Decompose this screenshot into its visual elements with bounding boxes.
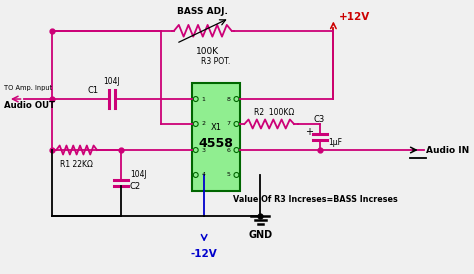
Text: +12V: +12V (339, 12, 370, 22)
Text: 5: 5 (227, 172, 231, 178)
Text: R3 POT.: R3 POT. (201, 57, 231, 66)
Text: R2  100KΩ: R2 100KΩ (254, 108, 294, 117)
Text: GND: GND (248, 230, 273, 240)
Text: 1μF: 1μF (328, 138, 342, 147)
Text: 4: 4 (201, 172, 205, 178)
Text: 3: 3 (201, 147, 205, 153)
Text: C2: C2 (130, 182, 141, 191)
Text: 7: 7 (227, 121, 231, 127)
Text: BASS ADJ.: BASS ADJ. (177, 7, 228, 16)
Text: Audio IN: Audio IN (426, 145, 470, 155)
Text: Audio OUT: Audio OUT (4, 101, 55, 110)
Text: C1: C1 (88, 85, 99, 95)
Text: TO Amp. Input: TO Amp. Input (4, 85, 52, 91)
Text: 6: 6 (227, 147, 231, 153)
Text: -12V: -12V (191, 249, 218, 259)
Text: 1: 1 (201, 96, 205, 102)
Text: 4558: 4558 (199, 137, 234, 150)
Text: 2: 2 (201, 121, 205, 127)
Bar (192, 83, 240, 191)
Text: 8: 8 (227, 96, 231, 102)
Text: Value Of R3 Increses=BASS Increses: Value Of R3 Increses=BASS Increses (233, 195, 398, 204)
Text: X1: X1 (210, 124, 221, 132)
Text: +: + (305, 127, 313, 136)
Text: R1 22KΩ: R1 22KΩ (60, 160, 93, 169)
Text: C3: C3 (314, 115, 325, 124)
Text: 100K: 100K (196, 47, 219, 56)
Text: 104J: 104J (130, 170, 146, 179)
Text: 104J: 104J (104, 77, 120, 86)
